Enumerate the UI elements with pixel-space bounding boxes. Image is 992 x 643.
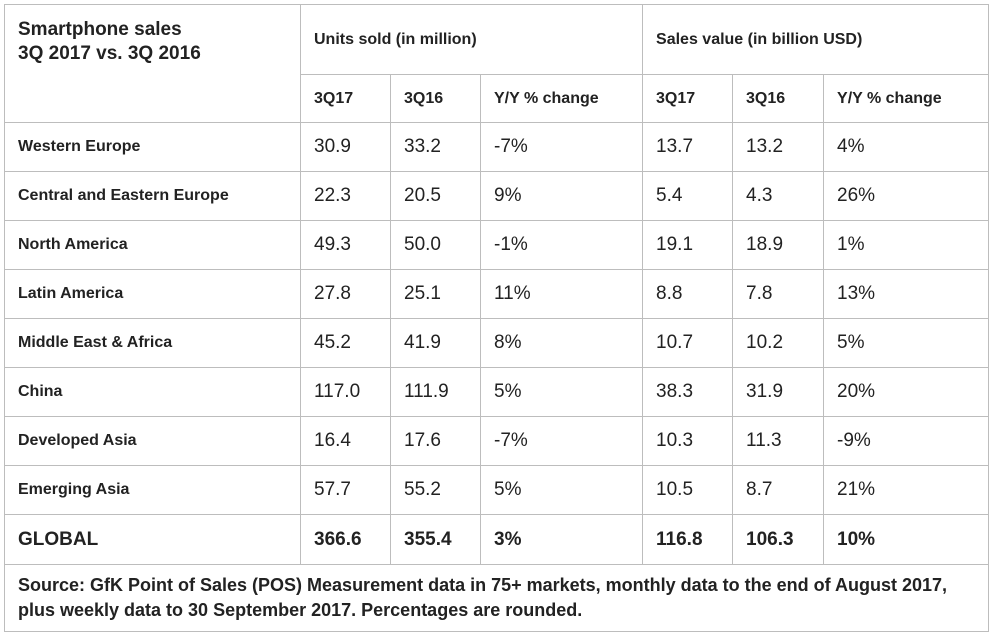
cell: 13.2 [732, 122, 825, 172]
cell: 10.2 [732, 318, 825, 368]
col-header-units-3q16: 3Q16 [390, 74, 481, 123]
title-line-1: Smartphone sales [18, 19, 182, 40]
global-label: GLOBAL [4, 514, 301, 565]
table-row: China 117.0 111.9 5% 38.3 31.9 20% [4, 367, 990, 417]
cell: 10.5 [642, 465, 734, 515]
cell: 33.2 [390, 122, 481, 172]
cell: 20.5 [390, 171, 481, 221]
cell: 111.9 [390, 367, 481, 417]
cell: -9% [823, 416, 990, 466]
region-name: China [4, 367, 301, 417]
cell: 10.7 [642, 318, 734, 368]
region-name: Developed Asia [4, 416, 301, 466]
table-row: Developed Asia 16.4 17.6 -7% 10.3 11.3 -… [4, 416, 990, 466]
cell: 5% [479, 367, 644, 417]
cell: 11.3 [732, 416, 825, 466]
cell: 8% [479, 318, 644, 368]
table-row: Latin America 27.8 25.1 11% 8.8 7.8 13% [4, 269, 990, 319]
cell: 16.4 [300, 416, 391, 466]
cell: 355.4 [390, 514, 481, 565]
cell: 106.3 [732, 514, 825, 565]
cell: 5.4 [642, 171, 734, 221]
cell: -7% [479, 416, 644, 466]
cell: 45.2 [300, 318, 391, 368]
table-row: North America 49.3 50.0 -1% 19.1 18.9 1% [4, 220, 990, 270]
source-note: Source: GfK Point of Sales (POS) Measure… [3, 564, 990, 632]
cell: 8.8 [642, 269, 734, 319]
col-header-value-yy: Y/Y % change [823, 74, 990, 123]
cell: 117.0 [300, 367, 391, 417]
cell: 116.8 [642, 514, 734, 565]
col-header-value-3q16: 3Q16 [732, 74, 825, 123]
value-group-header: Sales value (in billion USD) [642, 4, 990, 75]
region-name: Latin America [4, 269, 301, 319]
cell: -7% [479, 122, 644, 172]
cell: 10.3 [642, 416, 734, 466]
col-header-value-3q17: 3Q17 [642, 74, 734, 123]
cell: 57.7 [300, 465, 391, 515]
region-name: North America [4, 220, 301, 270]
region-name: Middle East & Africa [4, 318, 301, 368]
cell: 18.9 [732, 220, 825, 270]
cell: 7.8 [732, 269, 825, 319]
cell: 10% [823, 514, 990, 565]
cell: 4% [823, 122, 990, 172]
cell: 21% [823, 465, 990, 515]
region-name: Emerging Asia [4, 465, 301, 515]
table-title: Smartphone sales 3Q 2017 vs. 3Q 2016 [4, 4, 301, 123]
cell: 13.7 [642, 122, 734, 172]
cell: -1% [479, 220, 644, 270]
cell: 11% [479, 269, 644, 319]
cell: 17.6 [390, 416, 481, 466]
cell: 25.1 [390, 269, 481, 319]
cell: 27.8 [300, 269, 391, 319]
cell: 30.9 [300, 122, 391, 172]
cell: 22.3 [300, 171, 391, 221]
region-name: Western Europe [4, 122, 301, 172]
cell: 9% [479, 171, 644, 221]
cell: 1% [823, 220, 990, 270]
title-line-2: 3Q 2017 vs. 3Q 2016 [18, 43, 201, 64]
global-row: GLOBAL 366.6 355.4 3% 116.8 106.3 10% [4, 514, 990, 565]
cell: 3% [479, 514, 644, 565]
cell: 20% [823, 367, 990, 417]
cell: 55.2 [390, 465, 481, 515]
units-group-header: Units sold (in million) [299, 4, 644, 75]
table-row: Emerging Asia 57.7 55.2 5% 10.5 8.7 21% [4, 465, 990, 515]
cell: 49.3 [300, 220, 391, 270]
table-row: Central and Eastern Europe 22.3 20.5 9% … [4, 171, 990, 221]
col-header-units-yy: Y/Y % change [479, 74, 644, 123]
table-row: Western Europe 30.9 33.2 -7% 13.7 13.2 4… [4, 122, 990, 172]
table-row: Middle East & Africa 45.2 41.9 8% 10.7 1… [4, 318, 990, 368]
cell: 5% [479, 465, 644, 515]
cell: 8.7 [732, 465, 825, 515]
cell: 4.3 [732, 171, 825, 221]
region-name: Central and Eastern Europe [4, 171, 301, 221]
cell: 31.9 [732, 367, 825, 417]
cell: 41.9 [390, 318, 481, 368]
cell: 19.1 [642, 220, 734, 270]
col-header-units-3q17: 3Q17 [300, 74, 391, 123]
cell: 13% [823, 269, 990, 319]
cell: 38.3 [642, 367, 734, 417]
cell: 50.0 [390, 220, 481, 270]
cell: 366.6 [300, 514, 391, 565]
cell: 5% [823, 318, 990, 368]
cell: 26% [823, 171, 990, 221]
smartphone-sales-table: Smartphone sales 3Q 2017 vs. 3Q 2016 Uni… [3, 4, 990, 632]
